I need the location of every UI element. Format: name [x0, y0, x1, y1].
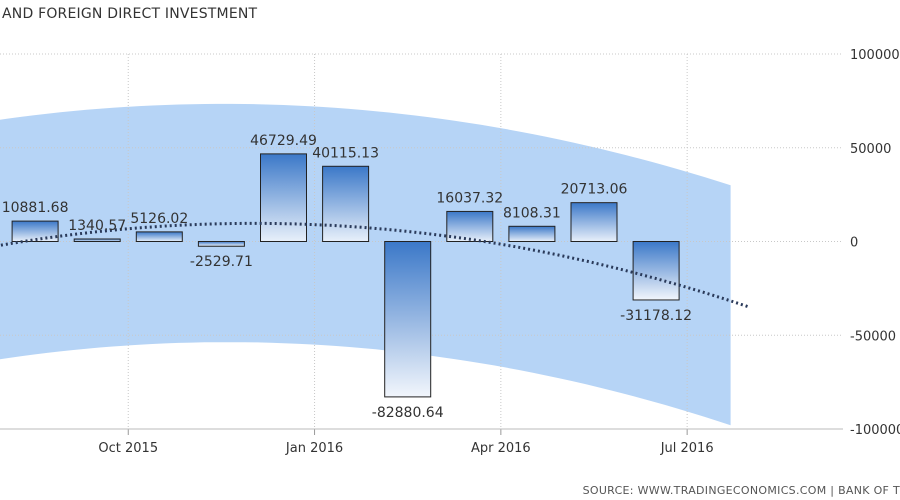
x-tick-label: Oct 2015 — [98, 441, 158, 456]
bar[interactable] — [135, 231, 183, 243]
y-tick-label: -50000 — [850, 329, 896, 344]
data-label: 8108.31 — [503, 205, 561, 221]
data-label: 40115.13 — [312, 145, 379, 161]
axes-layer: 100000 50000 0 -50000 -100000 Oct 2015 Jan 201… — [0, 48, 900, 456]
bar[interactable] — [508, 225, 556, 243]
data-labels-layer: 4510881.681340.575126.02-2529.7146729.49… — [2, 133, 692, 421]
bar[interactable] — [197, 241, 245, 247]
bar[interactable] — [384, 241, 432, 398]
bar[interactable] — [632, 241, 680, 301]
bar[interactable] — [11, 220, 59, 242]
data-label: -31178.12 — [620, 308, 692, 324]
data-label: -2529.71 — [190, 254, 253, 270]
y-tick-label: 100000 — [850, 48, 900, 63]
data-label: 5126.02 — [130, 211, 188, 227]
data-label: 16037.32 — [436, 190, 503, 206]
trend-line — [0, 221, 750, 309]
bar[interactable] — [570, 202, 618, 242]
bar[interactable] — [322, 165, 370, 242]
forecast-band-layer — [0, 103, 731, 426]
bar[interactable] — [446, 210, 494, 242]
trend-layer — [0, 221, 750, 309]
data-label: 1340.57 — [68, 218, 126, 234]
chart-title: AND FOREIGN DIRECT INVESTMENT — [2, 6, 258, 22]
data-label: 10881.68 — [2, 200, 69, 216]
y-tick-label: 50000 — [850, 142, 891, 157]
forecast-band — [0, 103, 731, 426]
data-label: -82880.64 — [372, 405, 444, 421]
bar[interactable] — [73, 238, 121, 243]
data-label: 20713.06 — [561, 182, 628, 198]
y-tick-label: -100000 — [850, 423, 900, 438]
x-tick-label: Apr 2016 — [471, 441, 531, 456]
x-tick-label: Jan 2016 — [285, 441, 343, 456]
y-tick-label: 0 — [850, 236, 858, 251]
bar[interactable] — [260, 153, 307, 242]
bars-layer — [11, 153, 680, 398]
source-note: SOURCE: WWW.TRADINGECONOMICS.COM | BANK … — [582, 484, 900, 497]
x-tick-label: Jul 2016 — [660, 441, 714, 456]
data-label: 46729.49 — [250, 133, 317, 149]
